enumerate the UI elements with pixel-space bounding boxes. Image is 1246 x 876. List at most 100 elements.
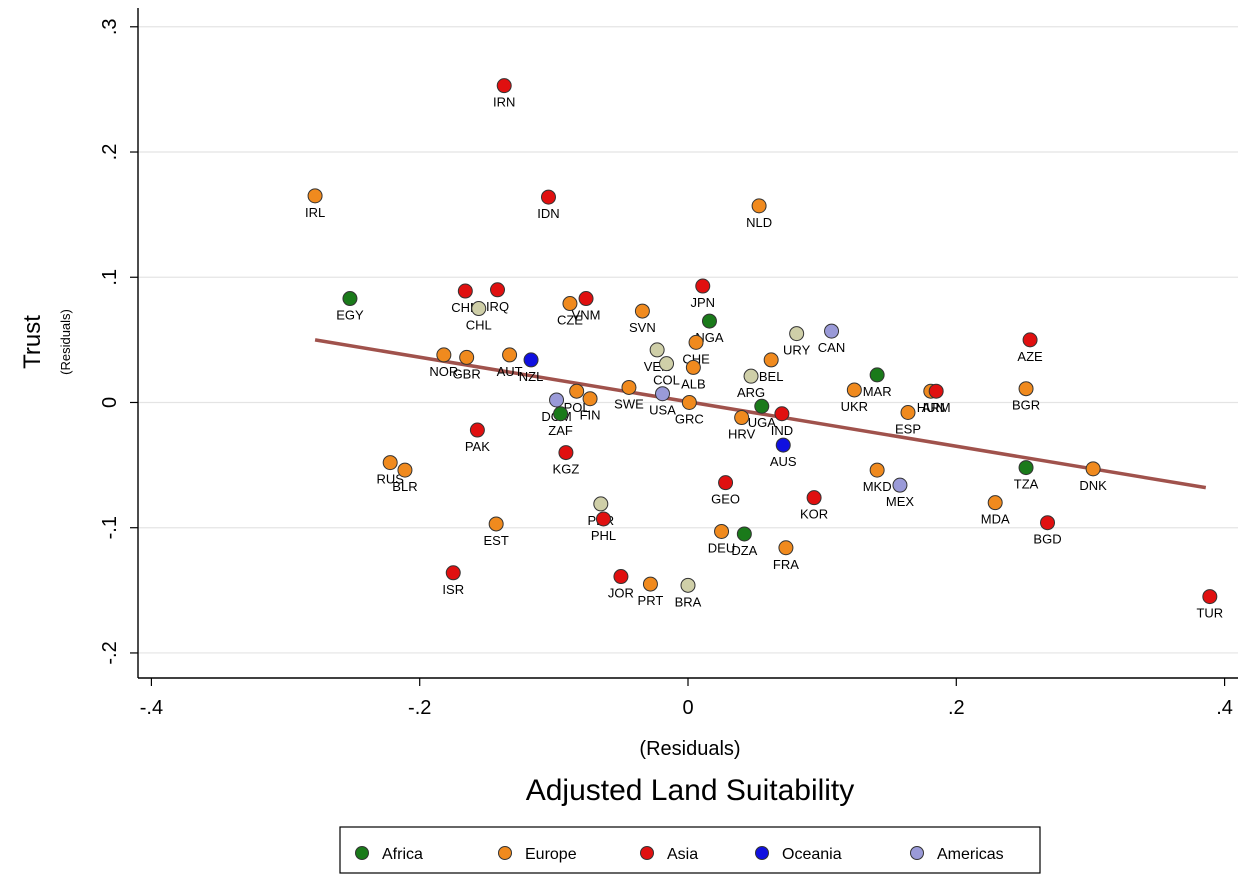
data-point-bel: [763, 352, 779, 368]
data-point-jor: [613, 569, 629, 585]
data-point-arg: [743, 368, 759, 384]
data-point-tza: [1018, 460, 1034, 476]
data-point-isr: [445, 565, 461, 581]
point-label-bra: BRA: [675, 594, 702, 609]
data-point-chl: [471, 301, 487, 317]
data-point-ven: [649, 342, 665, 358]
x-axis-label: Adjusted Land Suitability: [526, 774, 855, 807]
data-point-hrv: [734, 410, 750, 426]
legend-label-americas: Americas: [937, 846, 1004, 863]
x-tick-label: 0: [682, 697, 693, 719]
data-point-mar: [869, 367, 885, 383]
point-label-mda: MDA: [981, 512, 1010, 527]
data-point-aze: [1022, 332, 1038, 348]
data-point-mda: [987, 495, 1003, 511]
point-label-chl: CHL: [466, 318, 492, 333]
point-label-dnk: DNK: [1079, 478, 1107, 493]
data-point-geo: [718, 475, 734, 491]
data-point-nor: [436, 347, 452, 363]
y-tick-label: -.2: [99, 641, 121, 664]
data-point-ind: [774, 406, 790, 422]
data-point-dnk: [1085, 461, 1101, 477]
data-point-per: [593, 496, 609, 512]
data-point-irl: [307, 188, 323, 204]
point-label-irq: IRQ: [486, 299, 509, 314]
data-point-mex: [892, 477, 908, 493]
data-point-arm: [928, 383, 944, 399]
point-label-kor: KOR: [800, 507, 828, 522]
data-point-nzl: [523, 352, 539, 368]
point-label-mkd: MKD: [863, 479, 892, 494]
point-label-ukr: UKR: [841, 399, 868, 414]
data-point-irq: [490, 282, 506, 298]
point-label-grc: GRC: [675, 411, 704, 426]
point-label-alb: ALB: [681, 376, 706, 391]
point-label-jor: JOR: [608, 586, 634, 601]
data-point-blr: [397, 462, 413, 478]
data-point-dza: [736, 526, 752, 542]
data-point-col: [659, 356, 675, 372]
point-label-ind: IND: [771, 423, 793, 438]
y-axis-label: Trust: [19, 315, 46, 369]
legend-label-africa: Africa: [382, 846, 423, 863]
point-label-zaf: ZAF: [548, 423, 573, 438]
point-label-swe: SWE: [614, 396, 644, 411]
data-point-cze: [562, 296, 578, 312]
point-label-idn: IDN: [537, 206, 559, 221]
x-tick-label: .4: [1216, 697, 1233, 719]
point-label-pak: PAK: [465, 439, 490, 454]
data-point-mkd: [869, 462, 885, 478]
point-label-uga: UGA: [748, 415, 777, 430]
point-label-arg: ARG: [737, 385, 765, 400]
data-point-bgd: [1040, 515, 1056, 531]
tick-labels: -.4 -.2 0 .2 .4 -.2 -.1 0 .1 .2 .3: [99, 18, 1233, 719]
data-point-idn: [540, 189, 556, 205]
point-label-irn: IRN: [493, 95, 515, 110]
legend-marker-europe: [498, 846, 512, 860]
point-label-hrv: HRV: [728, 427, 756, 442]
legend-box: [339, 826, 1041, 874]
data-point-fra: [778, 540, 794, 556]
point-label-esp: ESP: [895, 422, 921, 437]
data-point-zaf: [553, 406, 569, 422]
x-axis-sublabel: (Residuals): [639, 738, 740, 760]
data-point-bra: [680, 577, 696, 593]
point-label-phl: PHL: [591, 528, 616, 543]
y-tick-label: 0: [99, 397, 121, 408]
point-label-irl: IRL: [305, 205, 325, 220]
point-label-prt: PRT: [638, 593, 664, 608]
fitted-line: [314, 338, 1207, 490]
x-tick-label: -.2: [408, 697, 431, 719]
point-label-egy: EGY: [336, 308, 364, 323]
data-point-est: [488, 516, 504, 532]
y-tick-label: -.1: [99, 516, 121, 539]
point-label-bgd: BGD: [1033, 532, 1061, 547]
data-point-svn: [634, 303, 650, 319]
point-label-jpn: JPN: [690, 295, 715, 310]
point-label-mex: MEX: [886, 494, 915, 509]
legend-marker-asia: [640, 846, 654, 860]
data-point-pol: [569, 383, 585, 399]
data-point-can: [824, 323, 840, 339]
data-point-alb: [685, 359, 701, 375]
legend-marker-americas: [910, 846, 924, 860]
point-label-nor: NOR: [429, 364, 458, 379]
data-point-fin: [582, 391, 598, 407]
data-point-dom: [549, 392, 565, 408]
data-point-phl: [595, 511, 611, 527]
y-tick-label: .2: [99, 144, 121, 161]
y-tick-label: .1: [99, 269, 121, 286]
data-point-nld: [751, 198, 767, 214]
point-label-pol: POL: [564, 400, 590, 415]
x-tick-label: .2: [948, 697, 965, 719]
point-label-aus: AUS: [770, 454, 797, 469]
data-point-swe: [621, 379, 637, 395]
point-label-gbr: GBR: [453, 366, 481, 381]
point-label-isr: ISR: [442, 582, 464, 597]
point-label-fra: FRA: [773, 557, 799, 572]
point-label-arm: ARM: [922, 400, 951, 415]
data-point-bgr: [1018, 381, 1034, 397]
point-label-fin: FIN: [580, 408, 601, 423]
